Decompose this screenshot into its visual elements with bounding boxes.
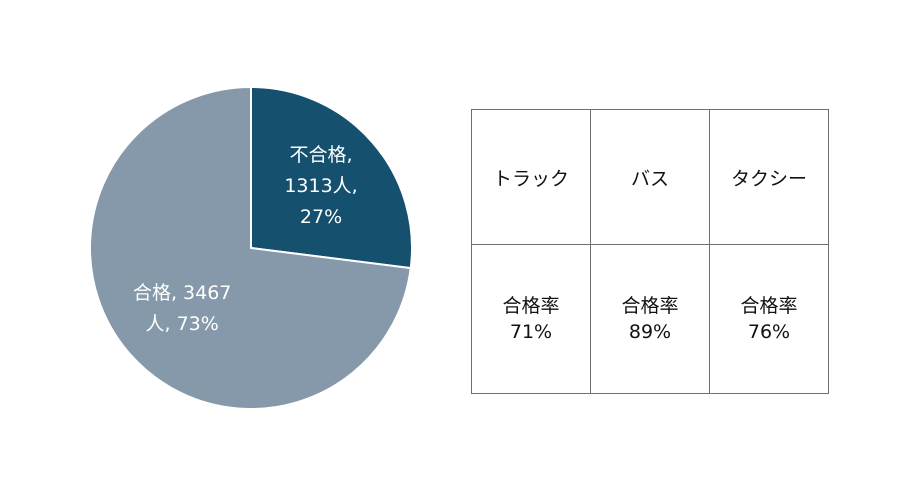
rate-cell-taxi: 合格率 76% <box>709 244 829 394</box>
rate-cell-bus: 合格率 89% <box>590 244 710 394</box>
pie-label-line: 1313人, <box>284 175 357 197</box>
rate-label: 合格率 <box>502 295 560 317</box>
pie-label-line: 合格, 3467 <box>133 282 231 304</box>
pie-label-pass: 合格, 3467 人, 73% <box>133 282 231 335</box>
table-header-row: トラック バス タクシー <box>471 109 829 245</box>
pie-label-line: 27% <box>300 206 342 228</box>
pass-rate-table: トラック バス タクシー 合格率 71% 合格率 89% 合格率 76% <box>471 109 829 394</box>
table-rate-row: 合格率 71% 合格率 89% 合格率 76% <box>471 244 829 394</box>
rate-value-truck: 71% <box>509 321 553 343</box>
pie-slice-pass <box>89 86 412 410</box>
rate-cell-truck: 合格率 71% <box>471 244 591 394</box>
pie-label-fail: 不合格, 1313人, 27% <box>284 144 357 228</box>
pie-labels: 不合格, 1313人, 27% 合格, 3467 人, 73% <box>133 144 358 335</box>
pie-slice-fail <box>250 86 413 270</box>
rate-value-bus: 89% <box>628 321 672 343</box>
header-cell-truck: トラック <box>471 109 591 245</box>
rate-value-taxi: 76% <box>747 321 791 343</box>
pie-label-line: 人, 73% <box>146 313 219 335</box>
pie-slices <box>89 86 413 410</box>
header-cell-bus: バス <box>590 109 710 245</box>
pie-label-line: 不合格, <box>290 144 353 166</box>
rate-label: 合格率 <box>740 295 798 317</box>
header-cell-taxi: タクシー <box>709 109 829 245</box>
rate-label: 合格率 <box>621 295 679 317</box>
